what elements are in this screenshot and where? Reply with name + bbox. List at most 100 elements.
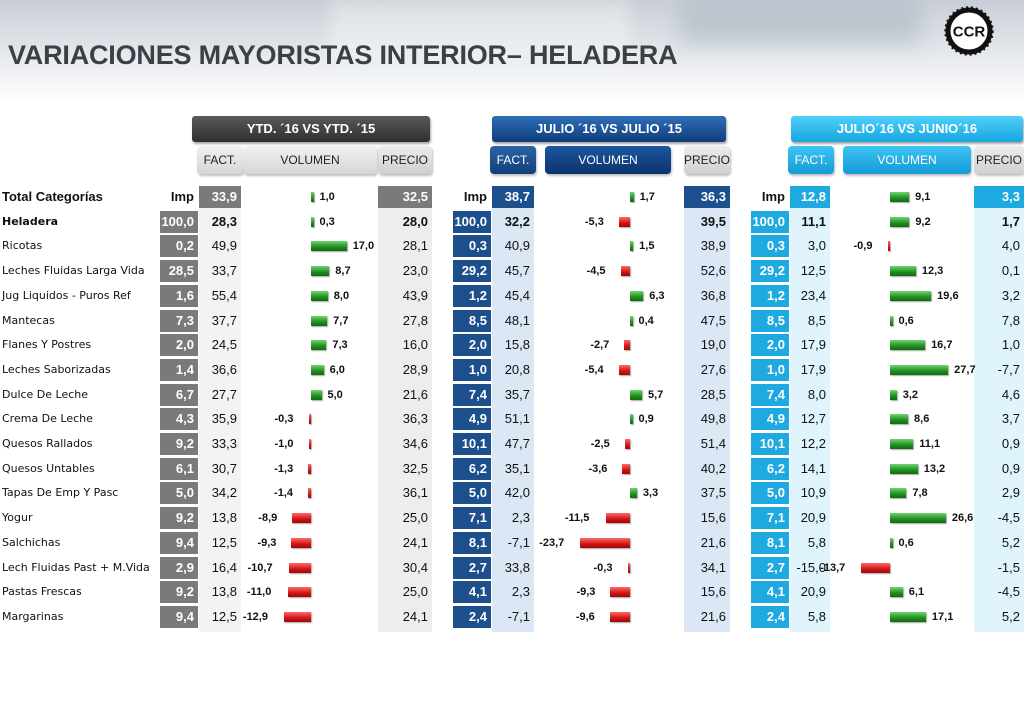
fact-value: 12,7 — [800, 411, 826, 427]
fact-value: 24,5 — [211, 337, 237, 353]
fact-value: 35,7 — [504, 386, 530, 402]
page-title: VARIACIONES MAYORISTAS INTERIOR– HELADER… — [8, 40, 678, 70]
row-category: Leches Saborizadas — [2, 362, 111, 376]
fact-value: 37,7 — [211, 312, 237, 328]
header-blur — [680, 0, 920, 45]
imp-value: 10,1 — [453, 433, 491, 455]
imp-value: 9,2 — [160, 507, 198, 530]
volume-label: -2,5 — [590, 438, 610, 450]
imp-value: 7,1 — [453, 507, 491, 530]
imp-value: 7,4 — [453, 383, 491, 406]
precio-value: 3,3 — [974, 186, 1024, 208]
volume-label: -5,4 — [584, 363, 604, 376]
fact-value: 23,4 — [800, 287, 826, 303]
header-blur — [330, 0, 630, 60]
volume-label: 9,1 — [915, 191, 931, 203]
precio-value: 3,2 — [1001, 287, 1020, 303]
row-category: Yogur — [2, 511, 33, 525]
imp-value: 100,0 — [751, 210, 789, 233]
volume-bar — [580, 537, 630, 548]
column-header-volumen: VOLUMEN — [243, 146, 377, 174]
fact-value: 55,4 — [211, 287, 237, 303]
volume-label: 6,0 — [329, 363, 345, 376]
fact-value: 17,9 — [800, 361, 826, 377]
volume-label: 3,3 — [642, 487, 659, 500]
imp-value: 1,2 — [453, 284, 491, 307]
precio-value: -1,5 — [997, 559, 1020, 575]
volume-bar — [308, 488, 311, 499]
fact-value: 17,9 — [800, 337, 826, 353]
volume-label: 13,2 — [923, 462, 946, 475]
volume-bar — [630, 192, 634, 202]
imp-value: 9,4 — [160, 531, 198, 554]
fact-value: 20,9 — [800, 584, 826, 600]
fact-value: 34,2 — [211, 485, 237, 501]
precio-value: 0,1 — [1001, 263, 1020, 279]
precio-value: 0,9 — [1001, 436, 1020, 451]
volume-bar — [624, 340, 630, 351]
volume-label: 8,7 — [335, 265, 351, 278]
fact-value: 2,3 — [511, 510, 530, 526]
volume-label: 7,3 — [332, 339, 348, 352]
fact-value: 14,1 — [800, 460, 826, 476]
header-background — [0, 0, 1024, 105]
volume-label: 1,7 — [639, 191, 655, 203]
volume-label: -0,9 — [853, 240, 873, 253]
imp-value: 29,2 — [751, 260, 789, 283]
precio-value: 4,0 — [1001, 238, 1020, 254]
fact-column-background — [492, 186, 534, 632]
row-category: Flanes Y Postres — [2, 338, 92, 352]
column-header-precio: PRECIO — [378, 146, 432, 174]
precio-value: -4,5 — [997, 510, 1020, 526]
volume-label: 19,6 — [937, 289, 959, 302]
fact-value: 35,9 — [211, 411, 237, 427]
precio-value: 28,0 — [402, 213, 428, 229]
volume-bar — [311, 266, 330, 277]
volume-bar — [861, 562, 890, 573]
imp-value: 4,1 — [751, 581, 789, 604]
precio-value: 19,0 — [700, 337, 726, 353]
precio-value: 5,2 — [1001, 534, 1020, 550]
volume-label: -9,3 — [257, 536, 277, 549]
volume-bar — [890, 389, 897, 400]
fact-value: 45,4 — [504, 287, 530, 303]
fact-value: 13,8 — [211, 510, 237, 526]
precio-value: 21,6 — [700, 534, 726, 550]
imp-value: 10,1 — [751, 433, 789, 455]
volume-bar — [890, 364, 949, 375]
volume-bar — [890, 488, 907, 499]
fact-value: 47,7 — [504, 436, 530, 451]
volume-bar — [610, 587, 630, 598]
volume-label: 27,7 — [954, 363, 976, 376]
volume-bar — [630, 241, 634, 252]
imp-value: 1,2 — [751, 284, 789, 307]
volume-bar — [311, 192, 314, 202]
imp-value: 0,3 — [751, 235, 789, 258]
volume-bar — [887, 241, 890, 252]
precio-value: 1,7 — [1001, 213, 1020, 229]
imp-value: 1,4 — [160, 358, 198, 381]
column-header-fact: FACT. — [788, 146, 834, 174]
imp-header: Imp — [761, 189, 785, 204]
row-category: Heladera — [2, 214, 59, 228]
fact-value: -15,0 — [796, 559, 826, 575]
fact-value: 12,8 — [790, 186, 830, 208]
fact-value: 36,6 — [211, 361, 237, 377]
volume-bar — [890, 439, 914, 449]
fact-value: 32,2 — [504, 213, 530, 229]
fact-value: 12,2 — [800, 436, 826, 451]
imp-header: Imp — [463, 189, 487, 204]
volume-bar — [291, 537, 311, 548]
volume-label: 0,4 — [638, 314, 654, 327]
volume-label: 26,6 — [951, 512, 974, 525]
imp-value: 4,1 — [453, 581, 491, 604]
imp-value: 8,5 — [453, 309, 491, 332]
volume-label: 12,3 — [921, 265, 944, 278]
volume-bar — [890, 266, 916, 277]
row-category: Mantecas — [2, 313, 55, 327]
fact-value: 8,0 — [807, 386, 826, 402]
precio-value: 16,0 — [402, 337, 428, 353]
volume-label: -23,7 — [539, 536, 565, 549]
precio-value: 25,0 — [402, 510, 428, 526]
fact-value: 8,5 — [807, 312, 826, 328]
